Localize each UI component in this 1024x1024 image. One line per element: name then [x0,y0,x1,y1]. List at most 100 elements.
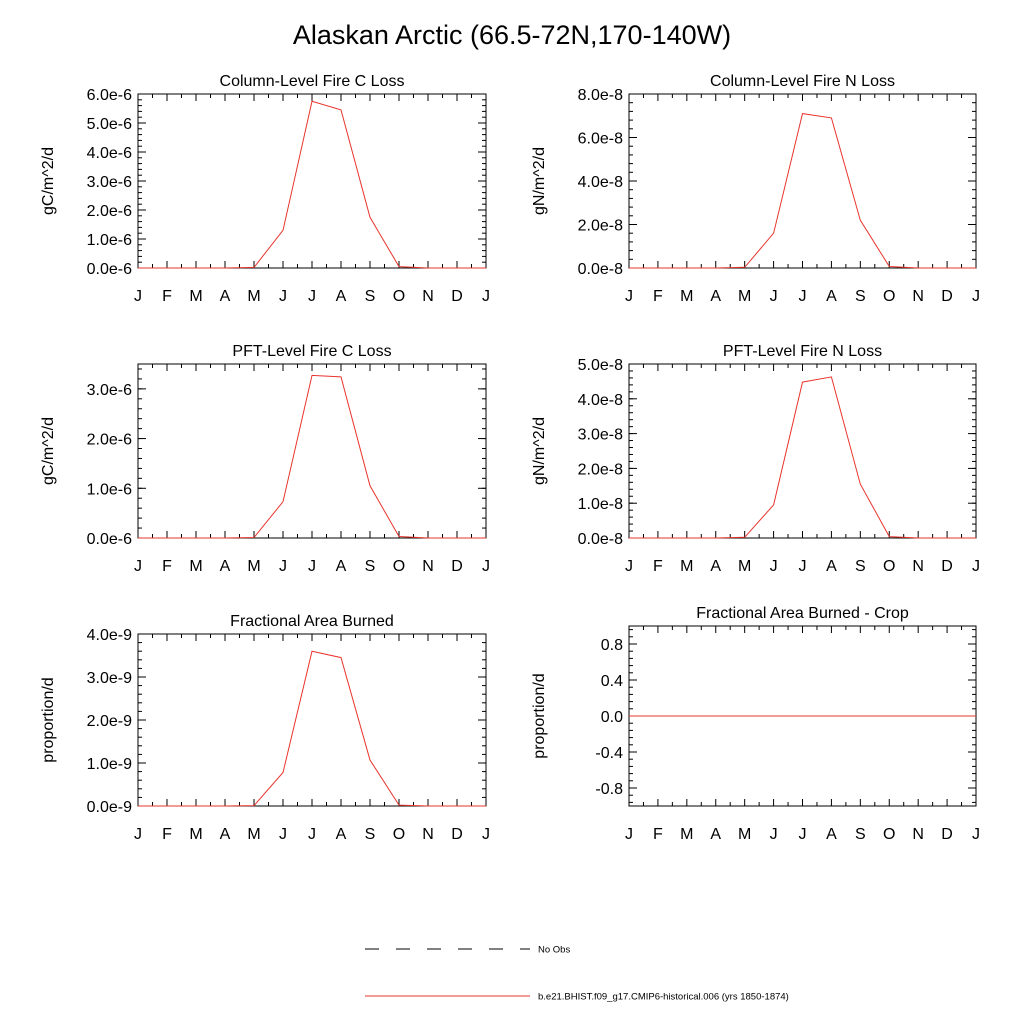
y-tick-label: 3.0e-8 [578,427,623,444]
series-line [138,374,486,539]
x-tick-label: O [393,826,405,843]
y-axis-label: gC/m^2/d [40,417,57,485]
x-tick-label: J [799,558,807,575]
page-title: Alaskan Arctic (66.5-72N,170-140W) [292,20,732,50]
x-tick-label: S [365,288,376,305]
x-tick-label: F [162,558,172,575]
y-tick-label: 1.0e-9 [87,756,132,773]
x-tick-label: A [336,288,347,305]
x-tick-label: M [738,288,751,305]
y-tick-label: 6.0e-8 [578,131,623,148]
x-tick-label: D [451,826,463,843]
x-tick-label: O [393,288,405,305]
x-tick-label: A [220,826,231,843]
x-tick-label: M [680,826,693,843]
chart-title: Fractional Area Burned [230,613,394,630]
x-tick-label: F [162,288,172,305]
x-tick-label: J [625,558,633,575]
y-tick-label: 5.0e-8 [578,357,623,374]
x-tick-label: J [625,826,633,843]
x-tick-label: M [247,288,260,305]
x-tick-label: J [625,288,633,305]
x-tick-label: J [770,288,778,305]
x-tick-label: N [912,826,924,843]
x-tick-label: N [912,558,924,575]
y-tick-label: 4.0e-6 [87,145,132,162]
plot-frame [137,93,487,269]
x-tick-label: A [336,826,347,843]
x-tick-label: J [770,826,778,843]
y-tick-label: 4.0e-8 [578,392,623,409]
x-tick-label: A [826,826,837,843]
legend-label: No Obs [538,945,570,956]
x-tick-label: J [308,826,316,843]
y-tick-label: 2.0e-9 [87,713,132,730]
x-tick-label: N [422,558,434,575]
x-tick-label: A [710,826,721,843]
y-tick-label: 8.0e-8 [578,87,623,104]
x-tick-label: A [826,288,837,305]
y-tick-label: 2.0e-6 [87,432,132,449]
x-tick-label: A [336,558,347,575]
series-line [138,100,486,269]
x-tick-label: D [941,558,953,575]
x-tick-label: F [653,558,663,575]
x-tick-label: J [134,288,142,305]
x-tick-label: F [653,826,663,843]
x-tick-label: S [365,826,376,843]
chart-title: Column-Level Fire C Loss [220,73,405,90]
y-tick-label: 2.0e-6 [87,203,132,220]
y-axis-label: gC/m^2/d [40,147,57,215]
x-tick-label: J [308,558,316,575]
x-tick-label: O [883,288,895,305]
y-tick-label: 0.4 [601,673,623,690]
legend-label: b.e21.BHIST.f09_g17.CMIP6-historical.006… [538,992,789,1003]
y-tick-label: -0.8 [595,781,623,798]
chart-title: Column-Level Fire N Loss [710,73,895,90]
x-tick-label: S [365,558,376,575]
x-tick-label: F [162,826,172,843]
x-tick-label: N [422,288,434,305]
y-tick-label: 2.0e-8 [578,461,623,478]
y-tick-label: 0.8 [601,637,623,654]
chart-title: PFT-Level Fire C Loss [232,343,391,360]
x-tick-label: O [393,558,405,575]
y-tick-label: 0.0e-6 [87,261,132,278]
y-axis-label: gN/m^2/d [531,417,548,485]
y-axis-label: gN/m^2/d [531,147,548,215]
x-tick-label: A [710,558,721,575]
y-tick-label: 0.0e-8 [578,531,623,548]
y-tick-label: 2.0e-8 [578,218,623,235]
y-tick-label: 1.0e-8 [578,496,623,513]
x-tick-label: D [451,288,463,305]
x-tick-label: J [799,826,807,843]
y-tick-label: 4.0e-9 [87,627,132,644]
x-tick-label: J [279,826,287,843]
y-axis-label: proportion/d [40,677,57,762]
y-tick-label: 1.0e-6 [87,481,132,498]
y-tick-label: -0.4 [595,745,623,762]
x-tick-label: S [855,826,866,843]
x-tick-label: D [941,288,953,305]
x-tick-label: M [738,558,751,575]
x-tick-label: J [279,558,287,575]
x-tick-label: J [972,558,980,575]
x-tick-label: J [482,826,490,843]
x-tick-label: J [134,826,142,843]
x-tick-label: S [855,558,866,575]
x-tick-label: J [279,288,287,305]
x-tick-label: M [189,288,202,305]
y-tick-label: 3.0e-6 [87,174,132,191]
x-tick-label: D [451,558,463,575]
y-axis-label: proportion/d [531,673,548,758]
y-tick-label: 3.0e-6 [87,382,132,399]
x-tick-label: M [247,826,260,843]
y-tick-label: 0.0e-6 [87,531,132,548]
x-tick-label: A [220,558,231,575]
x-tick-label: J [134,558,142,575]
chart-6: Fractional Area Burned - Crop proportion/… [531,605,980,843]
